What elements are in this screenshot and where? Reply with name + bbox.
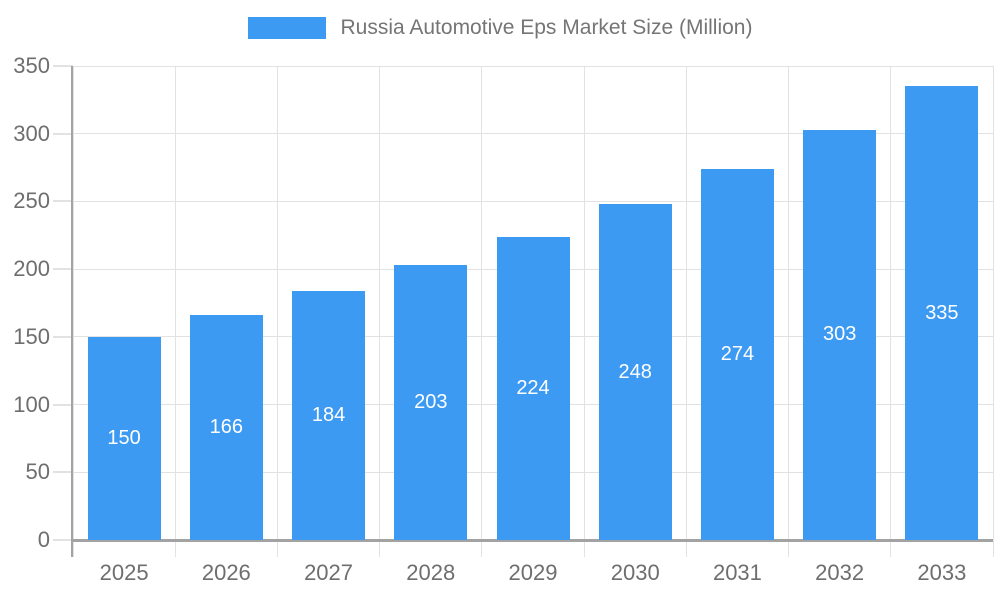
x-axis-tick (788, 540, 790, 557)
v-gridline (174, 66, 176, 540)
bar: 166 (189, 315, 263, 540)
bar-value-label: 224 (516, 376, 550, 399)
x-tick-label: 2032 (815, 560, 865, 585)
chart-legend: Russia Automotive Eps Market Size (Milli… (0, 16, 1000, 40)
y-axis-tick (53, 200, 73, 203)
bar-value-label: 274 (720, 342, 755, 365)
v-gridline (890, 66, 892, 540)
bar: 203 (394, 265, 468, 540)
x-tick-label: 2030 (610, 560, 660, 585)
h-gridline (73, 133, 993, 135)
bar-value-label: 303 (822, 323, 857, 346)
x-tick-label: 2031 (712, 560, 762, 585)
y-axis-tick (53, 65, 73, 67)
y-axis-line (71, 66, 73, 557)
y-tick-label: 350 (13, 53, 50, 78)
v-gridline (72, 66, 74, 540)
y-tick-label: 100 (13, 391, 50, 417)
bar: 150 (87, 336, 161, 540)
bar: 184 (292, 290, 366, 540)
bar: 335 (905, 86, 979, 540)
x-tick-label: 2028 (406, 560, 456, 585)
bar-value-label: 184 (311, 403, 346, 426)
bar-value-label: 335 (925, 301, 959, 324)
x-axis-tick (276, 540, 278, 557)
y-tick-label: 300 (13, 120, 50, 146)
v-gridline (276, 66, 278, 540)
bar-value-label: 150 (107, 426, 141, 449)
x-tick-label: 2025 (99, 560, 149, 585)
x-axis-tick (174, 540, 176, 557)
x-tick-label: 2026 (201, 560, 251, 585)
v-gridline (583, 66, 585, 540)
v-gridline (788, 66, 790, 540)
y-axis-tick (53, 539, 73, 541)
h-gridline (73, 200, 993, 202)
y-axis-tick (53, 471, 73, 474)
h-gridline (73, 65, 993, 67)
v-gridline (481, 66, 483, 540)
bar-value-label: 166 (209, 416, 244, 439)
y-tick-label: 0 (37, 527, 50, 552)
v-gridline (685, 66, 687, 540)
x-axis-tick (72, 540, 74, 557)
bar: 224 (496, 236, 570, 540)
legend-swatch (247, 17, 326, 39)
x-tick-label: 2029 (508, 560, 558, 585)
x-axis-line (73, 539, 993, 542)
bar-value-label: 203 (414, 391, 448, 414)
y-tick-label: 200 (13, 256, 50, 282)
x-axis-tick (379, 540, 381, 557)
x-axis-tick (685, 540, 687, 557)
x-axis-tick (890, 540, 892, 557)
x-axis-tick (992, 540, 994, 557)
y-axis-tick (53, 132, 73, 135)
v-gridline (379, 66, 381, 540)
bar: 303 (803, 129, 877, 540)
legend-label: Russia Automotive Eps Market Size (Milli… (340, 16, 753, 39)
y-tick-label: 250 (13, 188, 50, 214)
x-tick-label: 2027 (304, 560, 354, 585)
bar: 248 (598, 204, 672, 540)
y-tick-label: 50 (25, 459, 50, 485)
x-axis-tick (583, 540, 585, 557)
y-axis-tick (53, 403, 73, 406)
y-axis-tick (53, 268, 73, 271)
bar-value-label: 248 (618, 360, 652, 383)
bar: 274 (700, 168, 774, 540)
y-axis-tick (53, 335, 73, 338)
x-tick-label: 2033 (917, 560, 967, 585)
y-tick-label: 150 (13, 323, 50, 349)
x-axis-tick (481, 540, 483, 557)
v-gridline (992, 66, 994, 540)
